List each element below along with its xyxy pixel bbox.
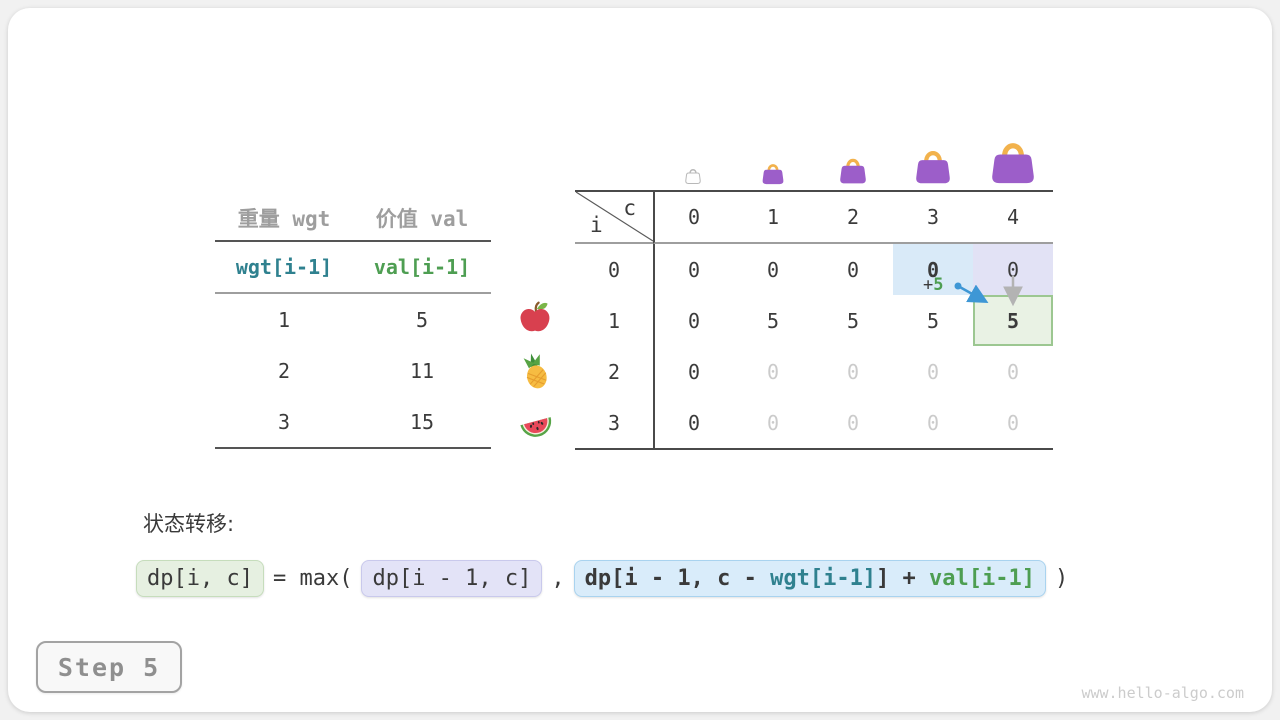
dp-corner-cell: c i (575, 192, 653, 244)
dp-cell-3-1: 0 (766, 410, 780, 435)
items-table: 重量 wgt 价值 val wgt[i-1] val[i-1] 1 5 2 11… (215, 195, 491, 449)
dp-col-header-0: 0 (653, 192, 733, 244)
item-2-value: 11 (409, 358, 435, 383)
table-rule (215, 447, 491, 449)
dp-row-header-2: 2 (607, 359, 621, 384)
item-row-3: 3 15 (215, 396, 491, 447)
item-3-value: 15 (409, 409, 435, 434)
dp-cell-2-1: 0 (766, 359, 780, 384)
item-row-1: 1 5 (215, 294, 491, 345)
val-index-label: val[i-1] (373, 255, 471, 279)
dp-cell-1-0: 0 (653, 295, 733, 346)
site-watermark: www.hello-algo.com (1081, 684, 1244, 702)
dp-cell-2-4: 0 (1006, 359, 1020, 384)
step-indicator-button[interactable]: Step 5 (36, 641, 182, 693)
row-var-label: i (590, 213, 603, 237)
plus-sign: + (923, 275, 934, 295)
state-transition-formula: dp[i, c] = max( dp[i - 1, c] , dp[i - 1,… (136, 560, 1068, 597)
apple-icon (517, 300, 553, 340)
dp-table: c i 0 1 2 3 4 0 0 0 0 0 0 1 0 5 5 5 5 2 … (575, 190, 1053, 450)
dp-col-header-2: 2 (813, 192, 893, 244)
formula-arg1-token: dp[i - 1, c] (361, 560, 543, 597)
dp-row-header-0: 0 (607, 257, 621, 282)
watermelon-icon (517, 404, 555, 446)
col-var-label: c (623, 196, 636, 220)
weight-column-header: 重量 wgt (237, 206, 331, 231)
formula-operator: = max( (272, 566, 353, 591)
arg2-prefix: dp[i - 1, c - (584, 566, 771, 591)
dp-cell-3-4: 0 (1006, 410, 1020, 435)
dp-col-header-1: 1 (733, 192, 813, 244)
dp-cell-0-4-highlight-source: 0 (973, 244, 1053, 295)
dp-cell-2-0: 0 (653, 346, 733, 397)
table-rule (215, 240, 491, 242)
dp-cell-3-2: 0 (846, 410, 860, 435)
dp-cell-3-3: 0 (926, 410, 940, 435)
dp-cell-0-2: 0 (846, 257, 860, 282)
value-column-header: 价值 val (375, 206, 469, 231)
item-2-weight: 2 (277, 358, 291, 383)
item-row-2: 2 11 (215, 345, 491, 396)
dp-cell-1-4-highlight-target: 5 (973, 295, 1053, 346)
item-1-value: 5 (415, 307, 429, 332)
items-table-index-row: wgt[i-1] val[i-1] (215, 242, 491, 292)
dp-col-header-3: 3 (893, 192, 973, 244)
dp-cell-0-1: 0 (766, 257, 780, 282)
arg2-wgt: wgt[i-1] (770, 566, 877, 591)
empty-bag-icon (683, 166, 703, 190)
dp-cell-1-2: 5 (846, 308, 860, 333)
wgt-index-label: wgt[i-1] (235, 255, 333, 279)
dp-cell-2-2: 0 (846, 359, 860, 384)
item-1-weight: 1 (277, 307, 291, 332)
state-transition-label: 状态转移: (143, 512, 235, 536)
dp-cell-2-3: 0 (926, 359, 940, 384)
table-rule (215, 292, 491, 294)
handbag-icon-medium (837, 155, 869, 191)
formula-separator: , (551, 566, 565, 591)
arg2-val: val[i-1] (929, 566, 1036, 591)
pineapple-icon (517, 353, 554, 394)
handbag-icon-large (912, 146, 954, 192)
dp-row-header-3: 3 (607, 410, 621, 435)
arg2-mid: ] + (876, 566, 930, 591)
added-value: 5 (933, 275, 944, 295)
dp-col-header-4: 4 (973, 192, 1053, 244)
handbag-icon-small (760, 161, 786, 191)
dp-cell-3-0: 0 (653, 397, 733, 448)
dp-row-header-1: 1 (607, 308, 621, 333)
plus-value-annotation: +5 (923, 275, 944, 295)
dp-cell-1-1: 5 (766, 308, 780, 333)
item-3-weight: 3 (277, 409, 291, 434)
formula-arg2-token: dp[i - 1, c - wgt[i-1]] + val[i-1] (573, 560, 1047, 597)
items-table-header: 重量 wgt 价值 val (215, 195, 491, 240)
handbag-icon-xlarge (987, 137, 1039, 193)
formula-lhs-token: dp[i, c] (136, 560, 264, 597)
dp-cell-1-3: 5 (926, 308, 940, 333)
formula-close-paren: ) (1055, 566, 1069, 591)
dp-cell-0-0: 0 (653, 244, 733, 295)
